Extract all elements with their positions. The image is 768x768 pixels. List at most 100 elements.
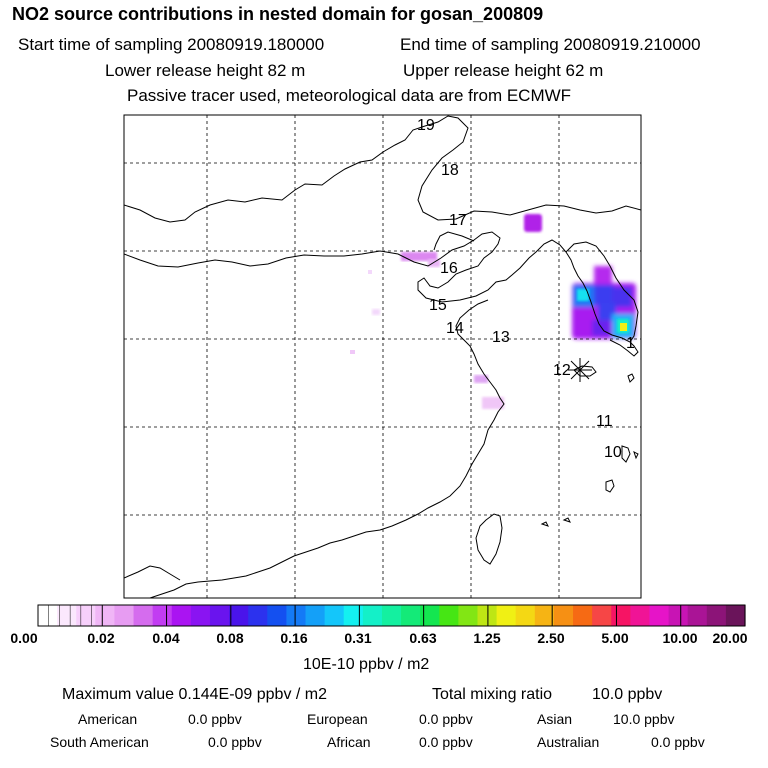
colorbar-swatch [190,605,211,626]
region-value: 10.0 ppbv [613,711,675,727]
trajectory-label: 17 [449,212,467,229]
colorbar-swatch [209,605,230,626]
trajectory-label: 12 [553,362,571,379]
region-name: European [307,711,368,727]
trajectory-label: 19 [417,117,435,134]
maximum-value: Maximum value 0.144E-09 ppbv / m2 [62,686,328,703]
colorbar-swatch [573,605,593,626]
region-name: Australian [537,734,600,750]
plume-patch [428,259,440,267]
colorbar-swatch [496,605,517,626]
colorbar-tick-label: 0.63 [409,630,437,646]
colorbar-swatch [267,605,288,626]
region-value: 0.0 ppbv [208,734,262,750]
colorbar-swatch [668,605,689,626]
trajectory-label: 15 [429,297,447,314]
colorbar-swatch [649,605,670,626]
concentration-field [350,214,636,409]
colorbar-swatch [324,605,345,626]
region-name: African [327,734,371,750]
colorbar-swatch [477,605,498,626]
colorbar-swatch [420,605,440,626]
colorbar-tick-label: 2.50 [537,630,565,646]
colorbar-swatch [343,605,364,626]
trajectory-label: 11 [596,413,613,430]
upper-release-label: Upper release height 62 m [403,61,604,80]
graticule [124,115,641,598]
colorbar-swatch [76,605,96,626]
trajectory-label: 16 [440,260,458,277]
colorbar-tick-label: 10.00 [662,630,698,646]
end-time-label: End time of sampling 20080919.210000 [400,35,701,54]
trajectory-label: 14 [446,320,464,337]
colorbar-ticks [48,605,682,626]
plume-patch [372,309,380,315]
region-value: 0.0 ppbv [651,734,705,750]
tracer-note: Passive tracer used, meteorological data… [127,86,572,105]
start-time-label: Start time of sampling 20080919.180000 [18,35,325,54]
total-mixing-value: 10.0 ppbv [592,686,663,703]
colorbar-swatch [57,605,77,626]
colorbar-tick-label: 0.04 [152,630,180,646]
colorbar-swatch [381,605,402,626]
colorbar-swatch [362,605,383,626]
colorbar-tick-label: 0.02 [87,630,115,646]
trajectory-label: 18 [441,162,459,179]
colorbar-swatch [439,605,459,626]
region-value: 0.0 ppbv [419,734,473,750]
colorbar-swatch [458,605,479,626]
colorbar-swatch [38,605,58,626]
lower-release-label: Lower release height 82 m [105,61,306,80]
colorbar-swatch [286,605,307,626]
colorbar-swatch [229,605,249,626]
colorbar-tick-label: 0.00 [10,630,38,646]
trajectory-labels: 19 18 17 16 15 14 13 12 11 10 1 [417,117,635,461]
colorbar-swatch [592,605,612,626]
trajectory-label: 1 [626,335,635,352]
colorbar-tick-label: 0.31 [344,630,372,646]
plume-patch [401,252,437,261]
colorbar-tick-label: 0.08 [216,630,244,646]
colorbar-swatch [171,605,192,626]
colorbar-swatch [534,605,555,626]
plume-patch [482,397,504,409]
colorbar-swatch [725,605,746,626]
plume-patch [350,350,355,354]
colorbar-tick-label: 20.00 [712,630,748,646]
region-value: 0.0 ppbv [419,711,473,727]
colorbar-swatch [401,605,421,626]
colorbar-swatch [305,605,326,626]
colorbar-swatch [114,605,135,626]
colorbar [37,604,746,627]
trajectory-label: 13 [492,329,510,346]
colorbar-swatch [706,605,727,626]
colorbar-units: 10E-10 ppbv / m2 [303,656,430,673]
plume-peak [577,289,589,301]
plot-title: NO2 source contributions in nested domai… [12,4,544,24]
plume-patch [474,375,488,383]
colorbar-tick-label: 5.00 [601,630,629,646]
plume-patch [524,214,542,232]
colorbar-tick-label: 0.16 [280,630,308,646]
colorbar-swatch [248,605,268,626]
region-name: American [78,711,138,727]
colorbar-swatch [152,605,173,626]
region-name: South American [50,734,149,750]
region-value: 0.0 ppbv [188,711,242,727]
receptor-asterisk-icon [568,358,592,382]
total-mixing-label: Total mixing ratio [432,686,553,703]
map-frame [123,114,642,599]
colorbar-swatch [553,605,574,626]
colorbar-frame [37,604,746,627]
colorbar-swatch [133,605,154,626]
colorbar-swatch [611,605,631,626]
coastlines [124,115,641,598]
colorbar-swatch [630,605,651,626]
region-name: Asian [537,711,573,727]
colorbar-swatch [687,605,708,626]
trajectory-label: 10 [604,444,622,461]
colorbar-swatch [515,605,536,626]
colorbar-tick-label: 1.25 [473,630,501,646]
plume-max [620,323,627,331]
